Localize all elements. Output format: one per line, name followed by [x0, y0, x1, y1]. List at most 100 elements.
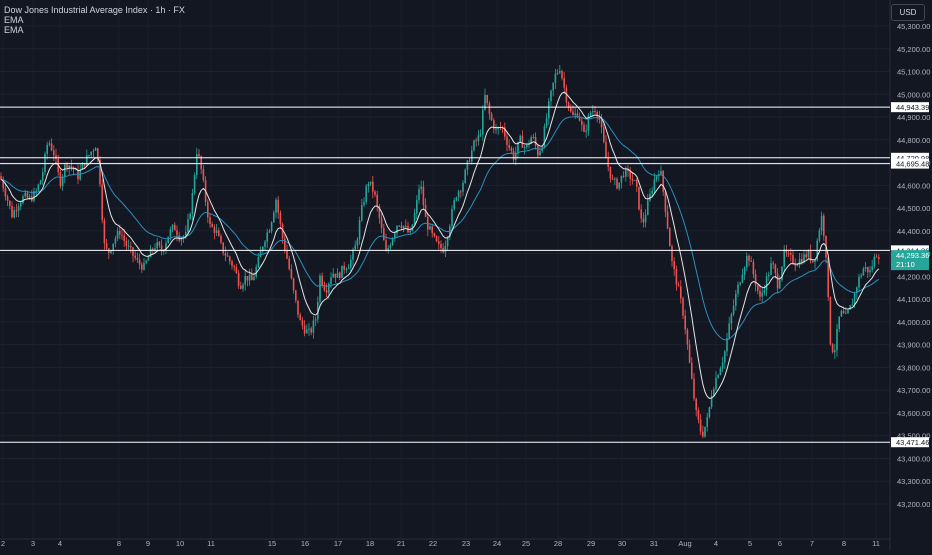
- candle-body: [292, 278, 295, 291]
- candle-body: [418, 188, 420, 201]
- price-tick-label: 44,200.00: [897, 272, 930, 281]
- candle-body: [158, 242, 161, 246]
- time-tick-label: 2: [1, 539, 5, 548]
- candle-body: [105, 243, 108, 249]
- candle-body: [132, 247, 134, 256]
- candle-body: [640, 209, 642, 219]
- candle-body: [90, 151, 92, 156]
- symbol-title[interactable]: Dow Jones Industrial Average Index · 1h …: [4, 5, 185, 15]
- candle-body: [801, 258, 803, 263]
- candle-body: [202, 169, 205, 181]
- candle-body: [99, 159, 101, 185]
- candle-body: [603, 127, 605, 142]
- candle-body: [130, 245, 132, 248]
- time-tick-label: 25: [522, 539, 530, 548]
- price-tick-label: 43,200.00: [897, 500, 930, 509]
- candle-body: [869, 270, 871, 273]
- candle-body: [0, 176, 2, 180]
- candle-body: [422, 186, 425, 205]
- time-tick-label: 15: [268, 539, 276, 548]
- time-tick-label: 4: [58, 539, 62, 548]
- candle-body: [28, 196, 31, 198]
- candle-body: [686, 329, 689, 345]
- candle-body: [521, 135, 524, 148]
- candle-body: [281, 224, 284, 239]
- candle-body: [22, 196, 24, 204]
- candle-body: [814, 260, 816, 262]
- ema-line-slow: [0, 116, 880, 341]
- candle-body: [781, 266, 783, 281]
- candle-body: [543, 126, 546, 148]
- candle-body: [191, 192, 194, 214]
- candle-body: [341, 265, 343, 279]
- candle-body: [625, 168, 627, 177]
- candle-body: [413, 213, 416, 225]
- candle-body: [633, 180, 636, 182]
- candle-body: [827, 257, 829, 297]
- candle-body: [684, 315, 686, 330]
- candle-body: [433, 233, 436, 237]
- candle-body: [75, 169, 77, 171]
- time-tick-label: 24: [493, 539, 501, 548]
- candle-body: [101, 184, 103, 221]
- candle-body: [812, 260, 814, 262]
- ema-line-fast: [0, 91, 880, 399]
- candle-body: [420, 186, 422, 189]
- candle-body: [471, 150, 473, 162]
- candle-body: [394, 233, 396, 239]
- candle-body: [702, 431, 704, 437]
- candle-body: [609, 166, 612, 179]
- time-tick-label: 30: [618, 539, 626, 548]
- candle-body: [488, 103, 491, 114]
- candle-body: [741, 274, 744, 283]
- candle-body: [317, 301, 319, 320]
- candle-body: [193, 174, 196, 193]
- candle-body: [240, 285, 242, 289]
- candle-body: [526, 144, 528, 148]
- candle-body: [842, 310, 845, 314]
- candle-body: [319, 275, 321, 302]
- candle-body: [286, 250, 288, 259]
- time-tick-label: 10: [176, 539, 184, 548]
- candle-body: [374, 191, 376, 195]
- candle-body: [165, 242, 167, 251]
- candle-body: [710, 395, 713, 408]
- level-price-label: 44,695.48: [896, 160, 929, 169]
- candle-body: [682, 298, 684, 316]
- ema-indicator-2-label[interactable]: EMA: [4, 25, 24, 35]
- candle-body: [6, 196, 9, 201]
- time-tick-label: 6: [778, 539, 782, 548]
- candle-body: [695, 398, 697, 410]
- price-tick-label: 43,300.00: [897, 477, 930, 486]
- candle-body: [275, 199, 277, 213]
- candle-body: [796, 265, 799, 267]
- candle-body: [416, 200, 418, 214]
- time-tick-label: 16: [301, 539, 309, 548]
- time-tick-label: 8: [117, 539, 121, 548]
- candle-body: [724, 351, 726, 363]
- candle-body: [143, 262, 145, 270]
- candle-body: [596, 111, 598, 117]
- candle-body: [59, 171, 62, 187]
- candle-body: [310, 328, 312, 333]
- candle-body: [464, 169, 466, 183]
- candle-body: [794, 263, 796, 266]
- price-tick-label: 44,800.00: [897, 136, 930, 145]
- candle-body: [578, 117, 581, 121]
- candle-body: [352, 249, 354, 260]
- candle-body: [552, 82, 554, 91]
- candle-body: [818, 230, 821, 241]
- candle-body: [367, 183, 370, 187]
- candle-body: [4, 188, 7, 197]
- candle-body: [453, 200, 455, 209]
- time-tick-label: 21: [397, 539, 405, 548]
- price-tick-label: 45,100.00: [897, 68, 930, 77]
- candle-body: [856, 287, 858, 294]
- currency-button[interactable]: USD: [891, 4, 925, 21]
- time-tick-label: 7: [810, 539, 814, 548]
- candle-body: [708, 407, 711, 417]
- candle-body: [774, 264, 777, 274]
- ema-indicator-1-label[interactable]: EMA: [4, 15, 24, 25]
